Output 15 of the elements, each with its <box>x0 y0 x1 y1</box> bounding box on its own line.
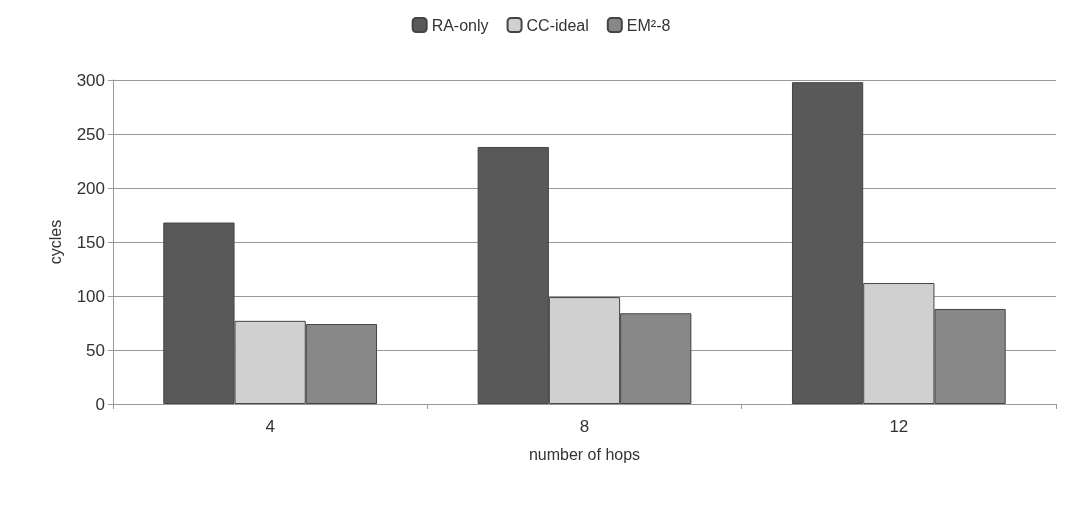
legend-label: RA-only <box>431 16 489 34</box>
y-tick-label: 250 <box>76 124 105 144</box>
y-tick-label: 150 <box>76 232 105 252</box>
y-tick-label: 200 <box>76 178 105 198</box>
x-tick-label: 12 <box>889 417 909 436</box>
y-axis-title: cycles <box>46 219 64 265</box>
legend-label: EM²-8 <box>626 16 671 34</box>
y-tick-label: 50 <box>86 340 105 360</box>
x-axis-title: number of hops <box>528 445 641 463</box>
y-tick-label: 300 <box>76 70 105 90</box>
legend-label: CC-ideal <box>526 16 589 34</box>
x-tick-label: 8 <box>579 417 590 436</box>
x-tick-label: 4 <box>265 417 275 436</box>
y-tick-label: 0 <box>95 394 105 414</box>
y-tick-label: 100 <box>76 286 105 306</box>
